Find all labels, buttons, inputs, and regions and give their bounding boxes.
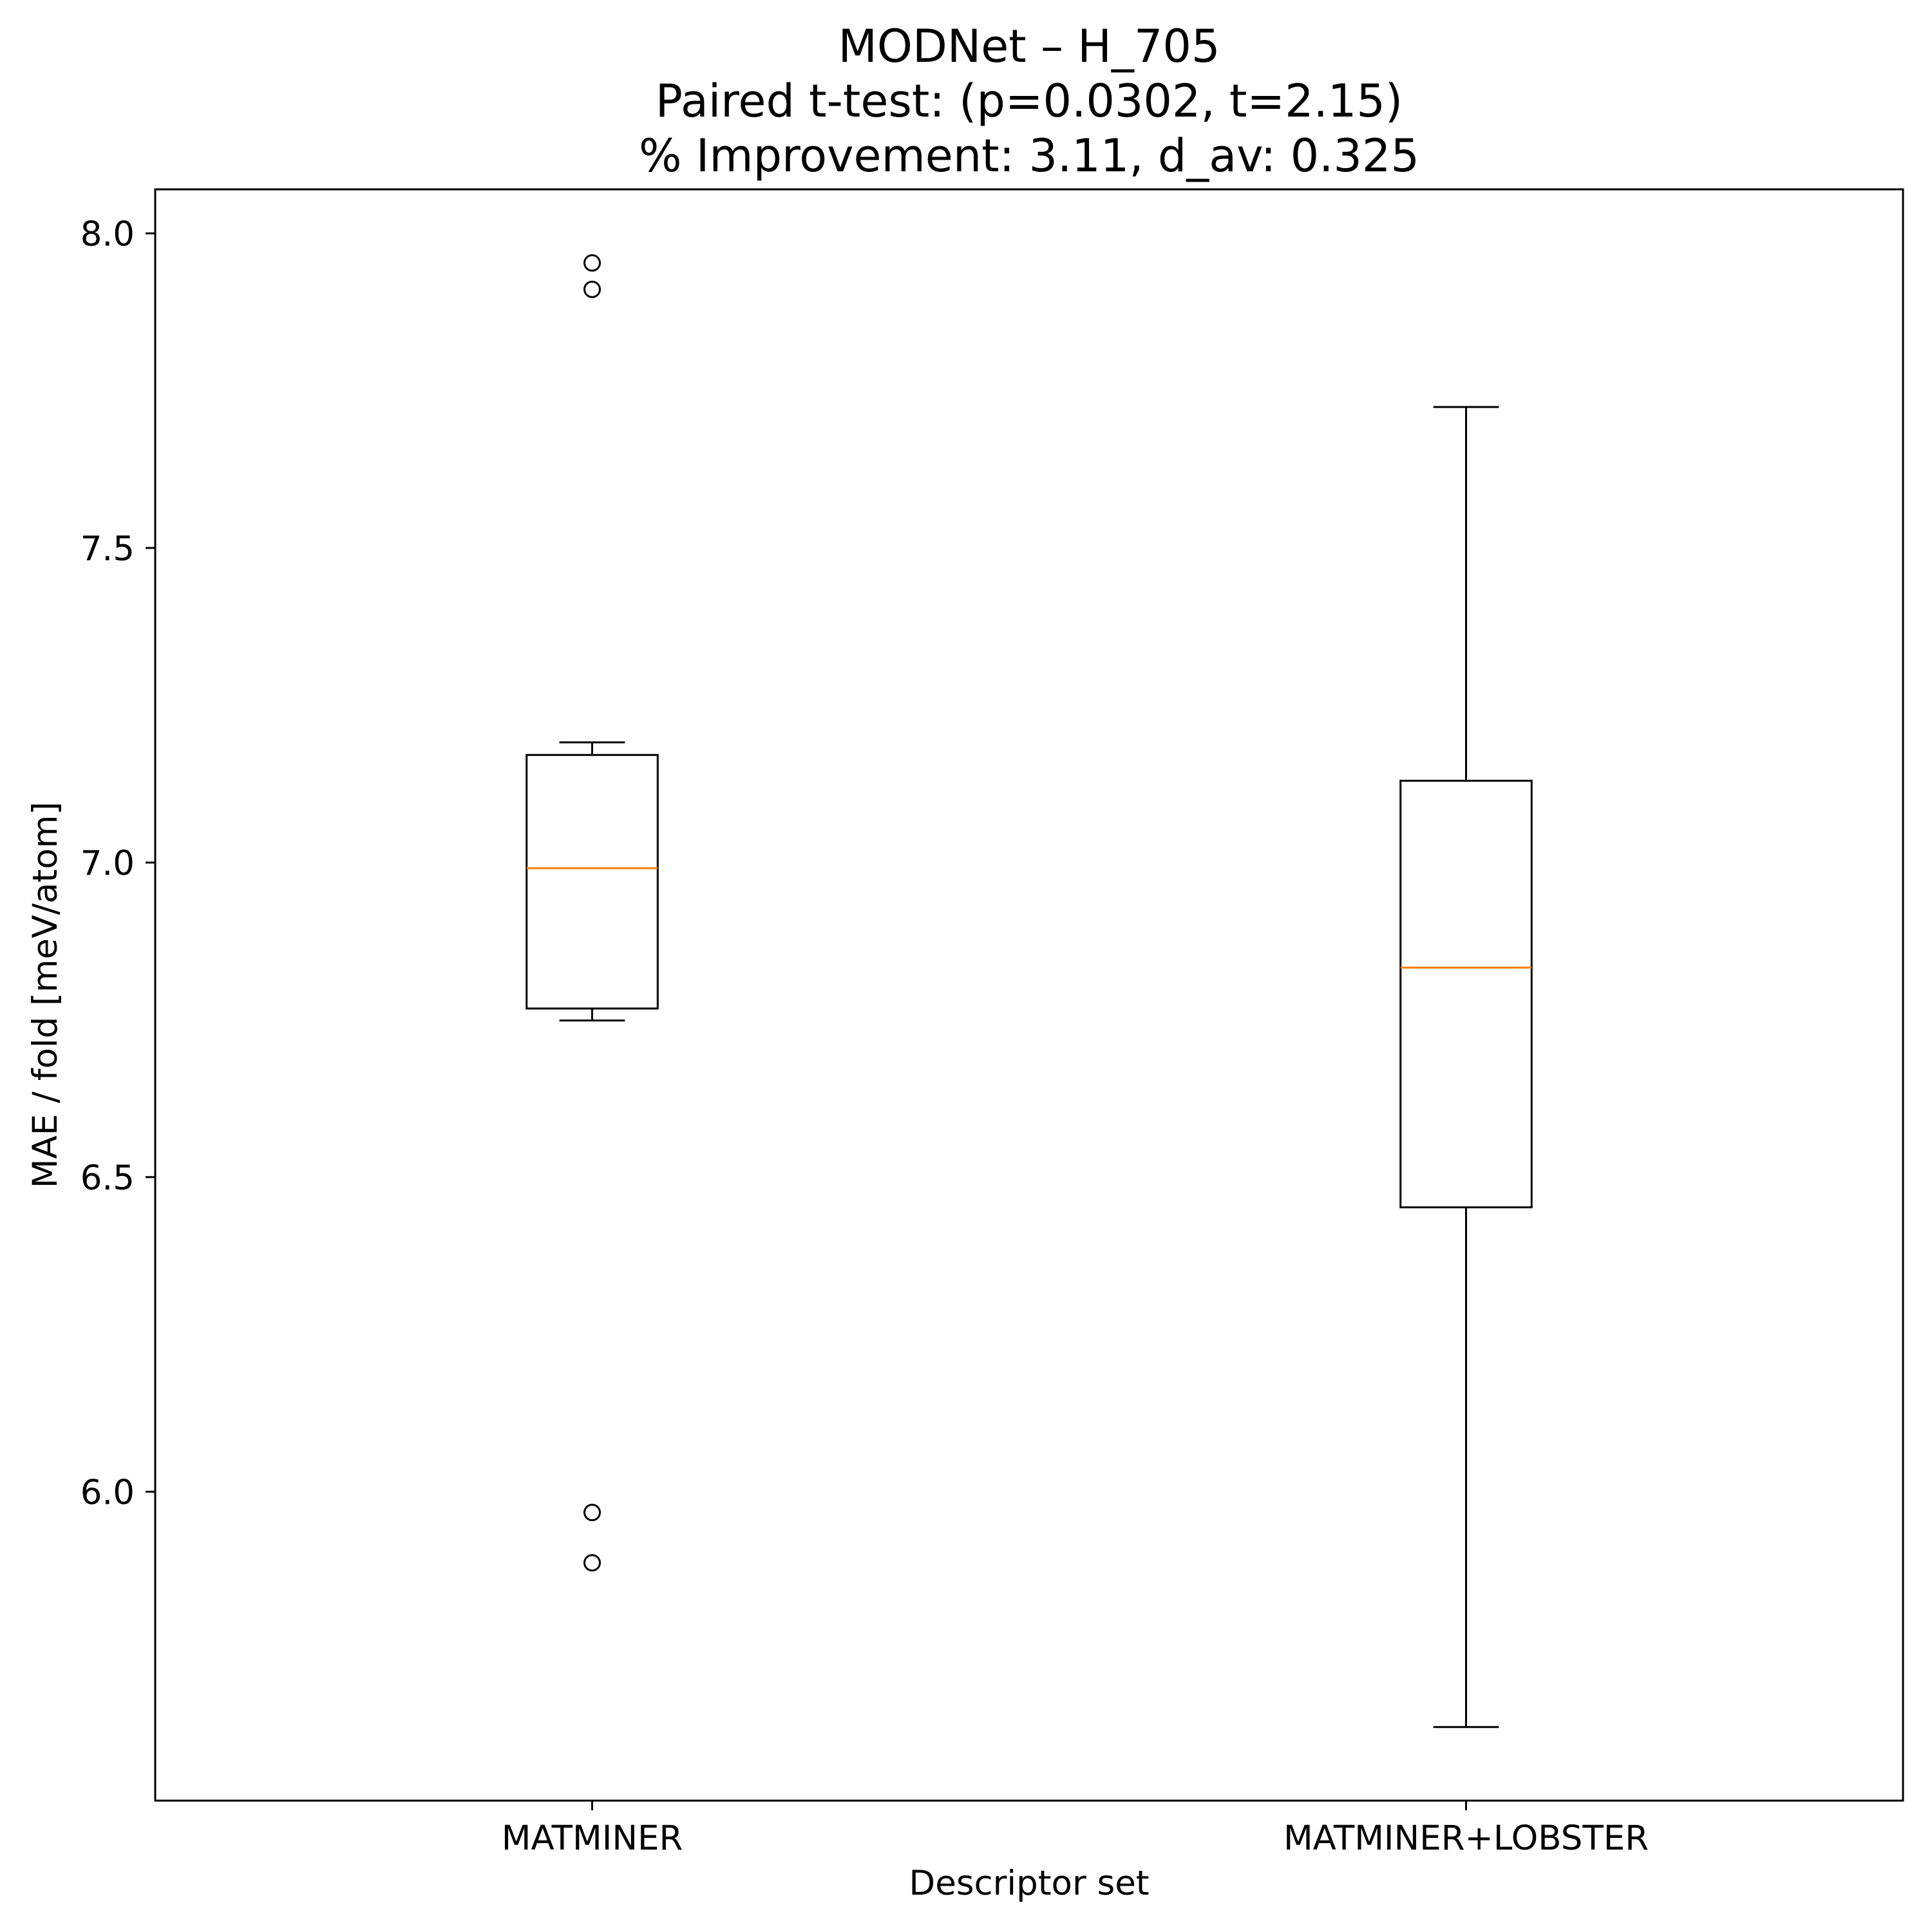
- y-axis: 6.0 6.5 7.0 7.5 8.0: [80, 214, 155, 1512]
- plot-area: [526, 254, 1533, 1728]
- y-tick-label: 6.5: [80, 1159, 135, 1198]
- iqr-box: [1399, 779, 1533, 1209]
- box-matminer: [526, 254, 659, 1572]
- title-line-2: Paired t-test: (p=0.0302, t=2.15): [656, 75, 1403, 128]
- y-tick-label: 7.5: [80, 529, 135, 569]
- chart-title: MODNet – H_705 Paired t-test: (p=0.0302,…: [639, 20, 1419, 182]
- y-tick-label: 6.0: [80, 1473, 135, 1512]
- title-line-1: MODNet – H_705: [838, 20, 1220, 73]
- outlier-marker: [583, 1554, 601, 1572]
- axes-frame: [154, 188, 1904, 1802]
- y-axis-label: MAE / fold [meV/atom]: [26, 802, 65, 1188]
- y-tick-label: 8.0: [80, 214, 135, 254]
- x-axis: MATMINER MATMINER+LOBSTER: [502, 1801, 1649, 1858]
- outlier-marker: [583, 280, 601, 298]
- iqr-box: [526, 753, 659, 1010]
- outlier-marker: [583, 254, 601, 272]
- x-tick-label: MATMINER: [502, 1819, 683, 1858]
- box-matminer-lobster: [1399, 406, 1533, 1728]
- outlier-marker: [583, 1504, 601, 1522]
- x-tick-label: MATMINER+LOBSTER: [1283, 1819, 1649, 1858]
- title-line-3: % Improvement: 3.11, d_av: 0.325: [639, 129, 1419, 182]
- x-axis-label: Descriptor set: [909, 1864, 1149, 1903]
- y-tick-label: 7.0: [80, 844, 135, 883]
